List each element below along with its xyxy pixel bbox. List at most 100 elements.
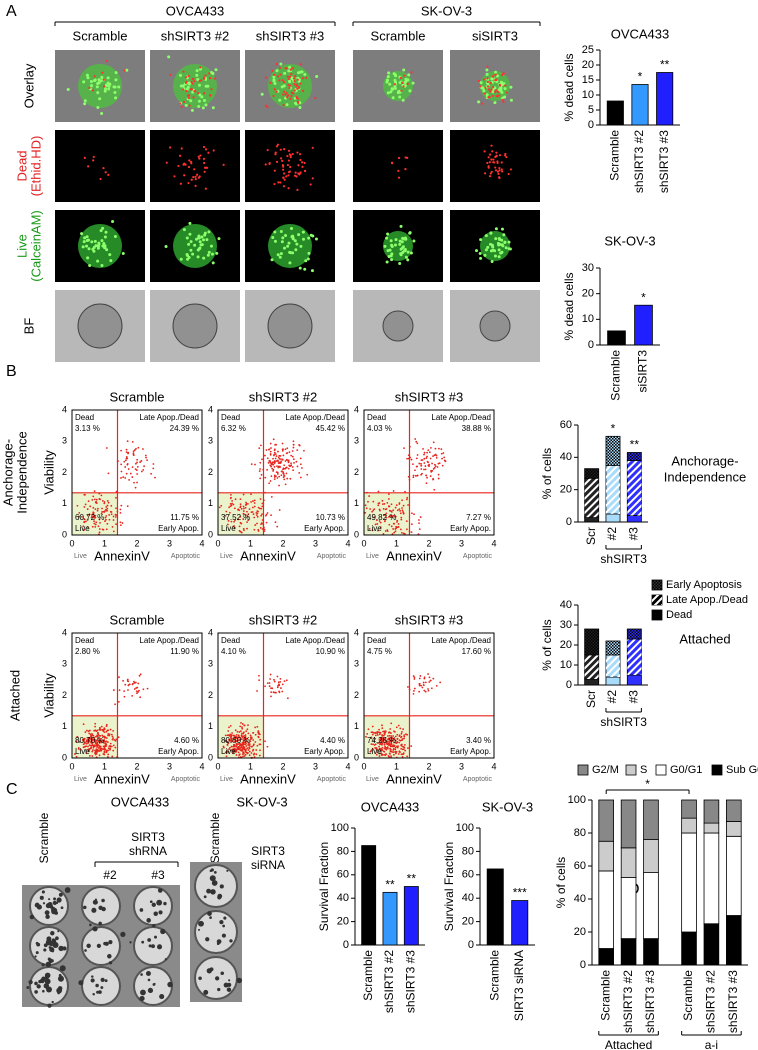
event <box>386 501 389 504</box>
event <box>229 505 232 508</box>
quadrant-percent: 4.10 % <box>221 647 246 656</box>
colony <box>145 971 151 976</box>
event <box>114 516 117 518</box>
group-label: Attached <box>605 1038 652 1050</box>
event <box>407 747 409 749</box>
speck <box>293 239 297 243</box>
group-label: shSIRT3 <box>600 552 647 566</box>
event <box>111 735 114 738</box>
colony <box>151 944 155 949</box>
event <box>91 750 94 753</box>
speck <box>202 145 206 149</box>
event <box>364 504 367 507</box>
speck <box>397 169 400 172</box>
speck <box>495 89 498 92</box>
event <box>234 519 236 521</box>
speck <box>206 84 210 88</box>
event <box>374 523 377 526</box>
event <box>420 462 422 465</box>
event <box>388 744 390 747</box>
speck <box>491 94 494 98</box>
event <box>138 689 140 692</box>
event <box>381 740 384 743</box>
event <box>86 526 89 528</box>
event <box>279 680 282 683</box>
event <box>88 748 91 751</box>
speck <box>301 165 304 168</box>
event <box>442 452 445 454</box>
speck <box>314 237 318 241</box>
speck <box>187 181 190 185</box>
speck <box>504 246 508 250</box>
x-tick-label: SIRT3 siRNA <box>512 950 526 1021</box>
speck <box>289 165 292 169</box>
speck <box>494 227 498 231</box>
x-tick-label: #2 <box>605 690 619 704</box>
speck <box>197 104 201 108</box>
event <box>248 743 251 746</box>
colony <box>41 963 45 967</box>
colony <box>92 993 95 996</box>
event <box>267 462 270 464</box>
event <box>234 751 237 753</box>
speck <box>97 244 101 248</box>
event <box>97 747 100 749</box>
speck <box>486 77 489 80</box>
event <box>105 723 108 726</box>
x-tick-label: Scr <box>584 527 598 545</box>
colony <box>211 880 218 886</box>
speck <box>286 163 289 167</box>
well <box>194 910 238 954</box>
speck <box>194 178 197 181</box>
event <box>105 515 108 517</box>
bar-segment <box>643 799 659 840</box>
event <box>378 755 381 757</box>
event <box>381 748 384 751</box>
event <box>403 735 406 738</box>
event <box>228 748 231 751</box>
event <box>418 462 421 465</box>
event <box>131 694 134 697</box>
event <box>371 731 374 734</box>
event <box>90 741 93 744</box>
event <box>401 507 403 509</box>
event <box>384 739 386 741</box>
event <box>258 674 260 677</box>
x-tick-label: shSIRT3 #2 <box>632 130 646 193</box>
event <box>252 731 254 734</box>
speck <box>82 240 86 244</box>
tick-label: 1 <box>248 538 253 548</box>
speck <box>496 170 500 173</box>
tick-label: 2 <box>354 467 359 477</box>
speck <box>195 73 199 77</box>
speck <box>487 166 490 169</box>
y-tick-label: 30 <box>582 262 594 274</box>
event <box>226 523 229 526</box>
event <box>112 744 115 747</box>
event <box>381 724 383 727</box>
speck <box>487 88 491 91</box>
colony <box>146 918 151 923</box>
group-label: shSIRT3 <box>600 715 647 729</box>
event <box>437 473 440 476</box>
event <box>100 512 103 515</box>
event <box>391 516 394 519</box>
speck <box>283 148 286 151</box>
speck <box>187 74 190 78</box>
speck <box>485 93 489 97</box>
colony <box>84 949 87 952</box>
event <box>272 470 275 472</box>
x-label: AnnexinV <box>94 548 150 563</box>
event <box>239 515 242 518</box>
event <box>406 498 408 501</box>
event <box>229 746 231 749</box>
speck <box>87 165 90 168</box>
significance: ** <box>407 872 417 886</box>
event <box>86 514 89 517</box>
event <box>132 450 135 453</box>
chart-title: OVCA433 <box>611 26 670 41</box>
event <box>233 526 236 529</box>
legend-label: Late Apop./Dead <box>666 594 748 606</box>
event <box>118 676 120 679</box>
speck <box>309 183 312 186</box>
